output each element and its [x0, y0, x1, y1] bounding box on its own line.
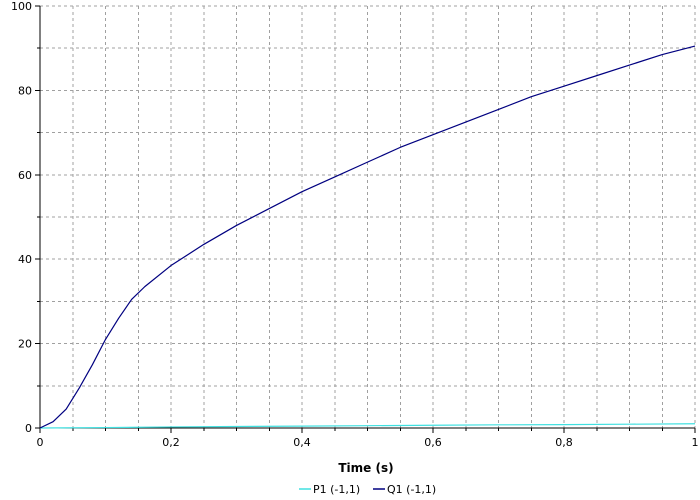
y-tick-label: 40 — [18, 253, 32, 266]
legend-label-2: Q1 (-1,1) — [387, 483, 436, 496]
y-tick-label: 60 — [18, 169, 32, 182]
legend-label-1: P1 (-1,1) — [313, 483, 360, 496]
x-tick-label: 0,4 — [293, 436, 311, 449]
axes — [35, 5, 696, 433]
tick-labels: 0 0,2 0,4 0,6 0,8 1 0 20 40 60 80 100 — [11, 0, 699, 449]
y-tick-label: 80 — [18, 84, 32, 97]
y-tick-label: 0 — [25, 422, 32, 435]
x-tick-label: 0,6 — [424, 436, 442, 449]
y-tick-label: 100 — [11, 0, 32, 13]
x-axis-label: Time (s) — [338, 461, 393, 475]
grid — [40, 5, 696, 428]
x-tick-label: 0 — [37, 436, 44, 449]
legend: P1 (-1,1) Q1 (-1,1) — [299, 483, 436, 496]
series-line-1 — [39, 423, 696, 429]
x-tick-label: 0,8 — [555, 436, 573, 449]
x-tick-label: 1 — [692, 436, 699, 449]
y-tick-label: 20 — [18, 338, 32, 351]
series-line-2 — [39, 45, 696, 429]
series-lines — [39, 45, 696, 429]
x-tick-label: 0,2 — [162, 436, 180, 449]
